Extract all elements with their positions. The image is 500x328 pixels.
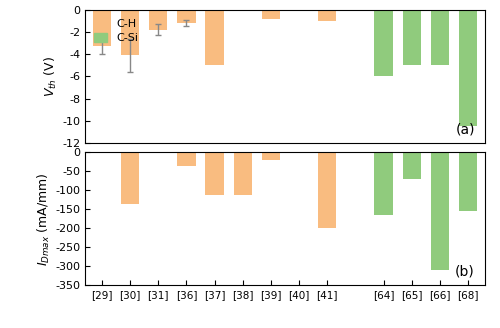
Bar	[459, 152, 477, 211]
Bar	[459, 10, 477, 126]
Y-axis label: $I_{Dmax}$ (mA/mm): $I_{Dmax}$ (mA/mm)	[36, 172, 52, 266]
Bar	[431, 10, 449, 65]
Bar	[92, 152, 111, 154]
Bar	[262, 10, 280, 19]
Bar	[121, 152, 139, 204]
Bar	[92, 10, 111, 47]
Bar	[290, 152, 308, 153]
Y-axis label: $V_{th}$ (V): $V_{th}$ (V)	[43, 56, 59, 97]
Bar	[149, 10, 168, 30]
Bar	[374, 10, 392, 76]
Bar	[206, 10, 224, 65]
Text: (b): (b)	[455, 265, 475, 279]
Bar	[234, 152, 252, 195]
Bar	[206, 152, 224, 195]
Bar	[178, 10, 196, 23]
Bar	[374, 152, 392, 215]
Bar	[318, 10, 336, 21]
Text: (a): (a)	[456, 122, 475, 136]
Bar	[262, 152, 280, 160]
Bar	[149, 152, 168, 153]
Bar	[121, 10, 139, 55]
Bar	[402, 10, 421, 65]
Bar	[431, 152, 449, 270]
Bar	[402, 152, 421, 179]
Bar	[178, 152, 196, 166]
Bar	[318, 152, 336, 228]
Legend: C-H, C-Si: C-H, C-Si	[90, 15, 142, 46]
